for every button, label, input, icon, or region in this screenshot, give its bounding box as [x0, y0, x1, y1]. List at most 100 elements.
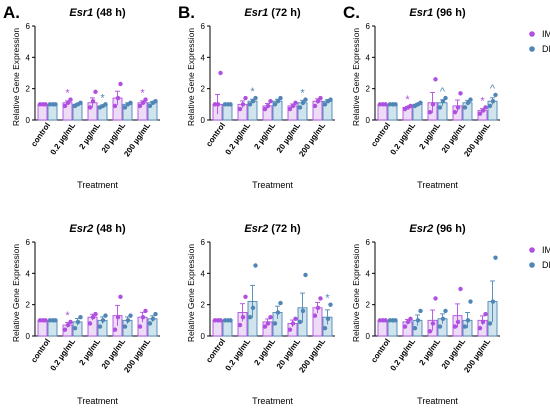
data-point [427, 109, 433, 115]
data-point [65, 322, 71, 328]
data-point [415, 318, 421, 323]
data-point [293, 100, 298, 105]
data-point [315, 99, 321, 104]
data-point [112, 103, 118, 109]
significance-marker: * [65, 88, 70, 100]
data-point [318, 95, 323, 101]
y-tick-label: 4 [26, 269, 31, 278]
x-tick-label: 20 µg/mL [100, 337, 127, 371]
significance-marker: * [405, 94, 410, 106]
data-point [93, 89, 98, 95]
bar [37, 319, 48, 337]
y-tick-label: 2 [26, 301, 31, 310]
chart-title: Esr2 (72 h) [244, 223, 301, 235]
data-point [325, 316, 331, 321]
data-point [228, 102, 233, 107]
x-axis-label: Treatment [77, 396, 118, 406]
data-point [493, 92, 498, 98]
y-tick-label: 4 [201, 269, 206, 278]
y-axis-label: Relative Gene Expression [11, 28, 21, 127]
data-point [100, 318, 106, 323]
chart-title: Esr1 (48 h) [69, 7, 126, 19]
data-point [112, 327, 118, 332]
legend-marker [529, 247, 535, 253]
x-axis-label: Treatment [252, 180, 293, 190]
x-tick-label: 0.2 µg/mL [389, 337, 418, 373]
data-point [322, 102, 328, 107]
data-point [440, 316, 446, 321]
data-point [480, 108, 486, 113]
data-point [153, 99, 158, 104]
x-tick-label: 20 µg/mL [440, 337, 467, 371]
x-tick-label: 2 µg/mL [252, 121, 277, 151]
y-tick-label: 4 [366, 53, 371, 62]
data-point [402, 324, 408, 329]
data-point [128, 100, 133, 105]
data-point [383, 318, 388, 323]
data-point [462, 324, 468, 329]
y-axis-label: Relative Gene Expression [186, 244, 196, 343]
data-point [430, 102, 436, 107]
data-point [487, 103, 493, 109]
data-point [272, 321, 278, 326]
legend-marker [529, 31, 535, 37]
data-point [137, 324, 143, 329]
gene-name: Esr1 [69, 7, 93, 19]
data-point [262, 106, 268, 112]
data-point [487, 321, 493, 326]
time-label: (96 h) [433, 223, 466, 235]
data-point [215, 102, 221, 107]
data-point [477, 111, 483, 116]
data-point [328, 97, 333, 102]
data-point [312, 313, 318, 318]
chart-title: Esr2 (96 h) [409, 223, 466, 235]
time-label: (48 h) [93, 223, 126, 235]
data-point [437, 324, 443, 329]
y-tick-label: 4 [366, 269, 371, 278]
y-tick-label: 2 [366, 85, 371, 94]
significance-marker: ^ [440, 86, 446, 98]
x-axis-label: Treatment [417, 180, 458, 190]
data-point [483, 311, 488, 317]
data-point [218, 70, 223, 76]
legend-label: IMI [542, 245, 550, 255]
bar [297, 102, 308, 121]
x-tick-label: control [369, 337, 392, 364]
y-tick-label: 4 [201, 53, 206, 62]
data-point [433, 77, 438, 82]
data-point [297, 319, 303, 325]
data-point [68, 97, 73, 102]
x-tick-label: control [204, 121, 227, 148]
x-axis-label: Treatment [417, 396, 458, 406]
bar [47, 103, 58, 121]
data-point [477, 325, 483, 331]
data-point [405, 319, 411, 325]
significance-marker: * [325, 293, 330, 305]
bar [387, 319, 398, 337]
data-point [430, 321, 436, 326]
y-tick-label: 2 [201, 85, 206, 94]
x-tick-label: 2 µg/mL [417, 337, 442, 367]
y-tick-label: 6 [201, 22, 206, 31]
data-point [87, 105, 93, 110]
x-tick-label: control [369, 121, 392, 148]
x-tick-label: 0.2 µg/mL [49, 337, 78, 373]
x-tick-label: 20 µg/mL [100, 121, 127, 155]
significance-marker: * [250, 86, 255, 98]
data-point [275, 310, 281, 315]
data-point [122, 105, 128, 110]
y-tick-label: 0 [201, 116, 206, 125]
y-tick-label: 2 [26, 85, 31, 94]
data-point [150, 316, 156, 321]
chart-title: Esr1 (96 h) [409, 7, 466, 19]
data-point [90, 99, 96, 104]
data-point [43, 318, 48, 323]
data-point [312, 103, 318, 109]
data-point [493, 255, 498, 260]
data-point [247, 102, 253, 107]
y-tick-label: 0 [26, 116, 31, 125]
data-point [328, 302, 333, 307]
data-point [315, 305, 321, 310]
data-point [43, 102, 48, 107]
